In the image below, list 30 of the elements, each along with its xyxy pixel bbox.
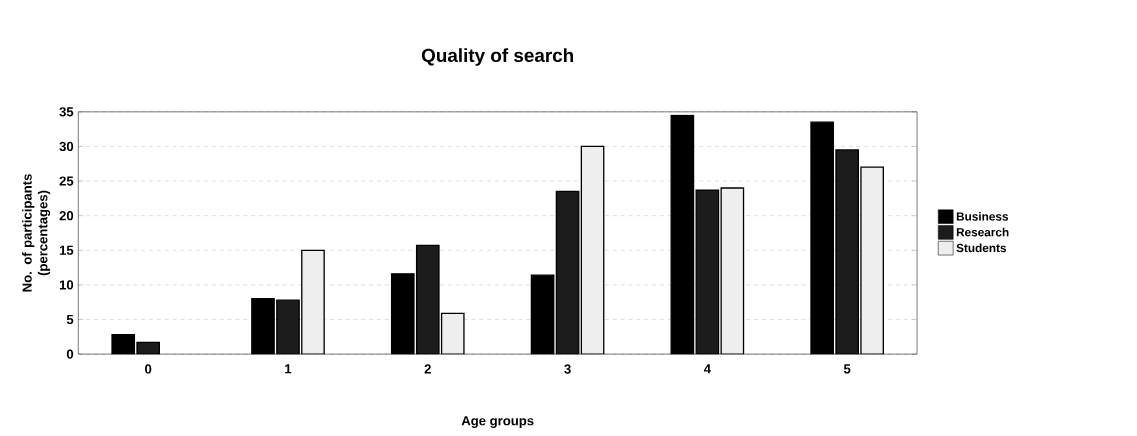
bar xyxy=(415,244,440,355)
x-tick-label: 0 xyxy=(145,364,152,374)
y-tick-label: 20 xyxy=(59,210,74,221)
y-tick-label: 35 xyxy=(59,107,74,117)
y-tick-label: 15 xyxy=(59,245,74,255)
x-tick-label: 5 xyxy=(843,364,851,374)
x-tick-label: 3 xyxy=(564,364,571,374)
x-tick-label: 4 xyxy=(703,364,711,374)
bar xyxy=(720,187,745,355)
legend-label: Students xyxy=(956,243,1007,253)
y-tick-label: 30 xyxy=(59,141,74,152)
y-tick-label: 0 xyxy=(66,349,74,359)
y-axis-title: No. of participants (percentages) xyxy=(22,174,51,292)
x-tick-label: 1 xyxy=(285,364,292,374)
bar xyxy=(301,249,325,355)
bar xyxy=(695,189,720,355)
bar xyxy=(580,145,605,355)
bar xyxy=(835,149,859,355)
y-tick-label: 10 xyxy=(59,280,74,290)
bar xyxy=(860,166,884,355)
x-tick-label: 2 xyxy=(424,364,431,374)
y-tick-label: 25 xyxy=(59,176,74,186)
bar xyxy=(276,299,300,355)
x-axis-title: Age groups xyxy=(461,416,534,428)
bar xyxy=(555,190,580,355)
legend-label: Business xyxy=(956,211,1009,221)
chart-title: Quality of search xyxy=(421,48,574,66)
bar xyxy=(440,312,465,355)
legend-label: Research xyxy=(956,227,1009,237)
y-tick-label: 5 xyxy=(66,314,74,325)
